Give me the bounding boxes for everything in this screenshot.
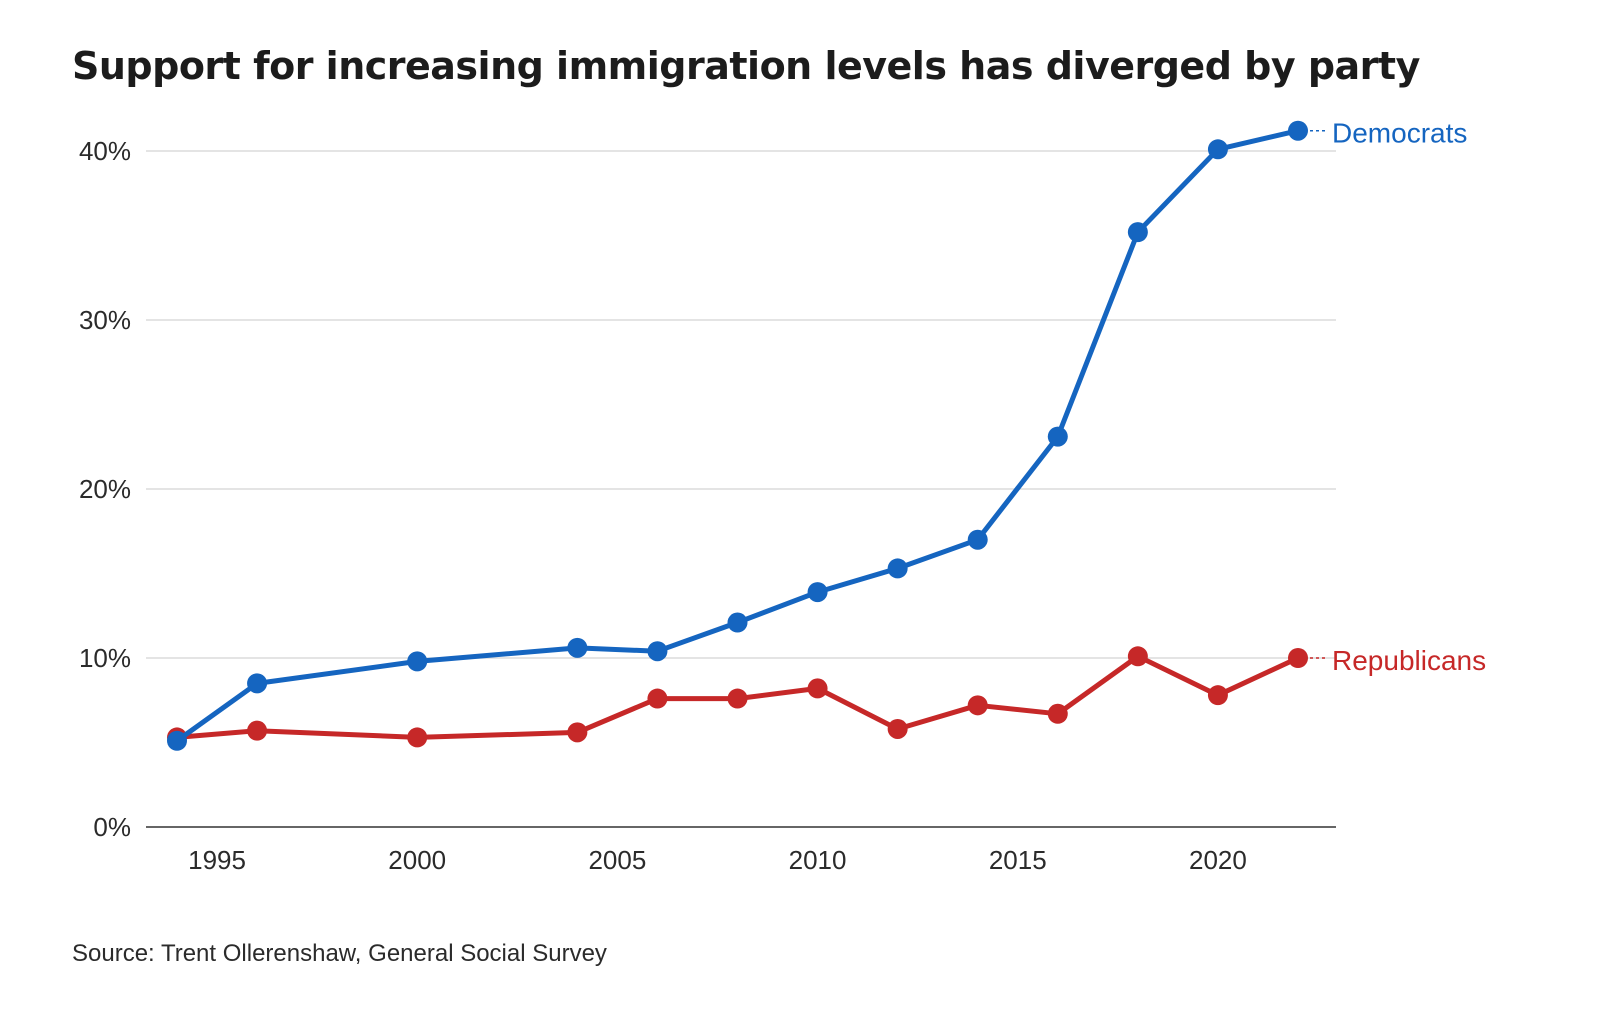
- data-point-republicans: [807, 678, 828, 699]
- data-point-republicans: [647, 688, 668, 709]
- data-point-republicans: [1047, 703, 1068, 724]
- data-point-democrats: [1047, 426, 1068, 447]
- series-layer: Republicans Democrats: [167, 118, 1486, 751]
- x-tick-label: 2005: [588, 845, 646, 875]
- data-point-democrats: [167, 730, 187, 751]
- series-label-democrats: Democrats: [1332, 118, 1467, 149]
- y-tick-label: 30%: [79, 305, 131, 335]
- y-tick-label: 20%: [79, 474, 131, 504]
- data-point-democrats: [807, 582, 828, 603]
- data-point-republicans: [247, 720, 268, 741]
- series-republicans: Republicans: [167, 645, 1486, 748]
- x-tick-label: 1995: [188, 845, 246, 875]
- data-point-democrats: [567, 637, 588, 658]
- x-axis: 1995 2000 2005 2010 2015 2020: [146, 826, 1336, 875]
- data-point-republicans: [1127, 646, 1148, 667]
- series-democrats: Democrats: [167, 118, 1467, 751]
- x-tick-label: 2015: [989, 845, 1047, 875]
- data-point-democrats: [887, 558, 908, 579]
- gridlines: [146, 150, 1336, 659]
- data-point-republicans: [967, 695, 988, 716]
- series-label-republicans: Republicans: [1332, 645, 1486, 676]
- y-tick-label: 10%: [79, 643, 131, 673]
- data-point-democrats: [1207, 139, 1228, 160]
- y-tick-label: 40%: [79, 136, 131, 166]
- x-tick-label: 2010: [789, 845, 847, 875]
- y-axis-tick-labels: 0% 10% 20% 30% 40%: [79, 136, 131, 842]
- series-line-democrats: [174, 128, 1301, 744]
- x-tick-label: 2000: [388, 845, 446, 875]
- data-point-democrats: [407, 651, 428, 672]
- x-tick-label: 2020: [1189, 845, 1247, 875]
- source-note: Source: Trent Ollerenshaw, General Socia…: [72, 940, 607, 967]
- data-point-democrats: [1127, 222, 1148, 243]
- data-point-democrats: [967, 529, 988, 550]
- data-point-republicans: [1288, 648, 1308, 668]
- chart-title: Support for increasing immigration level…: [72, 44, 1420, 88]
- data-point-republicans: [1207, 685, 1228, 706]
- data-point-republicans: [567, 722, 588, 743]
- data-point-republicans: [727, 688, 748, 709]
- y-tick-label: 0%: [93, 812, 131, 842]
- data-point-republicans: [887, 718, 908, 739]
- data-point-democrats: [647, 641, 668, 662]
- data-point-democrats: [1288, 120, 1308, 141]
- data-point-republicans: [407, 727, 428, 748]
- data-point-democrats: [247, 673, 268, 694]
- data-point-democrats: [727, 612, 748, 633]
